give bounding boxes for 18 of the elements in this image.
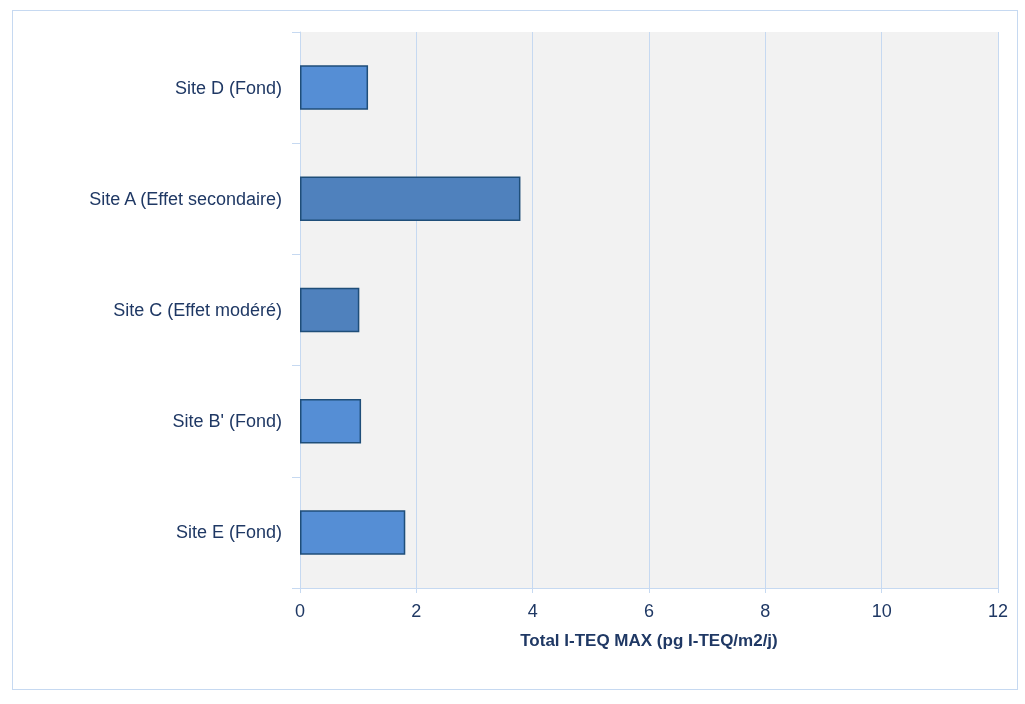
y-tick-label: Site C (Effet modéré) [113, 300, 282, 320]
x-tick-label: 6 [643, 601, 655, 621]
x-tick-label: 12 [987, 601, 1009, 621]
bar [300, 176, 521, 222]
y-tick-label: Site D (Fond) [174, 77, 282, 98]
y-tick-label: Site A (Effet secondaire) [89, 188, 282, 209]
y-tick-label: Site B' (Fond) [172, 411, 282, 432]
x-tick-label: 10 [871, 601, 892, 621]
y-tick-label: Site E (Fond) [175, 522, 282, 543]
x-tick-label: 4 [527, 601, 538, 621]
bar [300, 287, 360, 333]
x-axis-title: Total I-TEQ MAX (pg I-TEQ/m2/j) [520, 631, 778, 650]
x-tick-label: 8 [760, 601, 771, 621]
bar [300, 510, 406, 555]
bar [300, 398, 362, 444]
bar [300, 65, 369, 110]
x-tick-label: 0 [294, 601, 306, 621]
x-tick-label: 2 [411, 601, 422, 621]
